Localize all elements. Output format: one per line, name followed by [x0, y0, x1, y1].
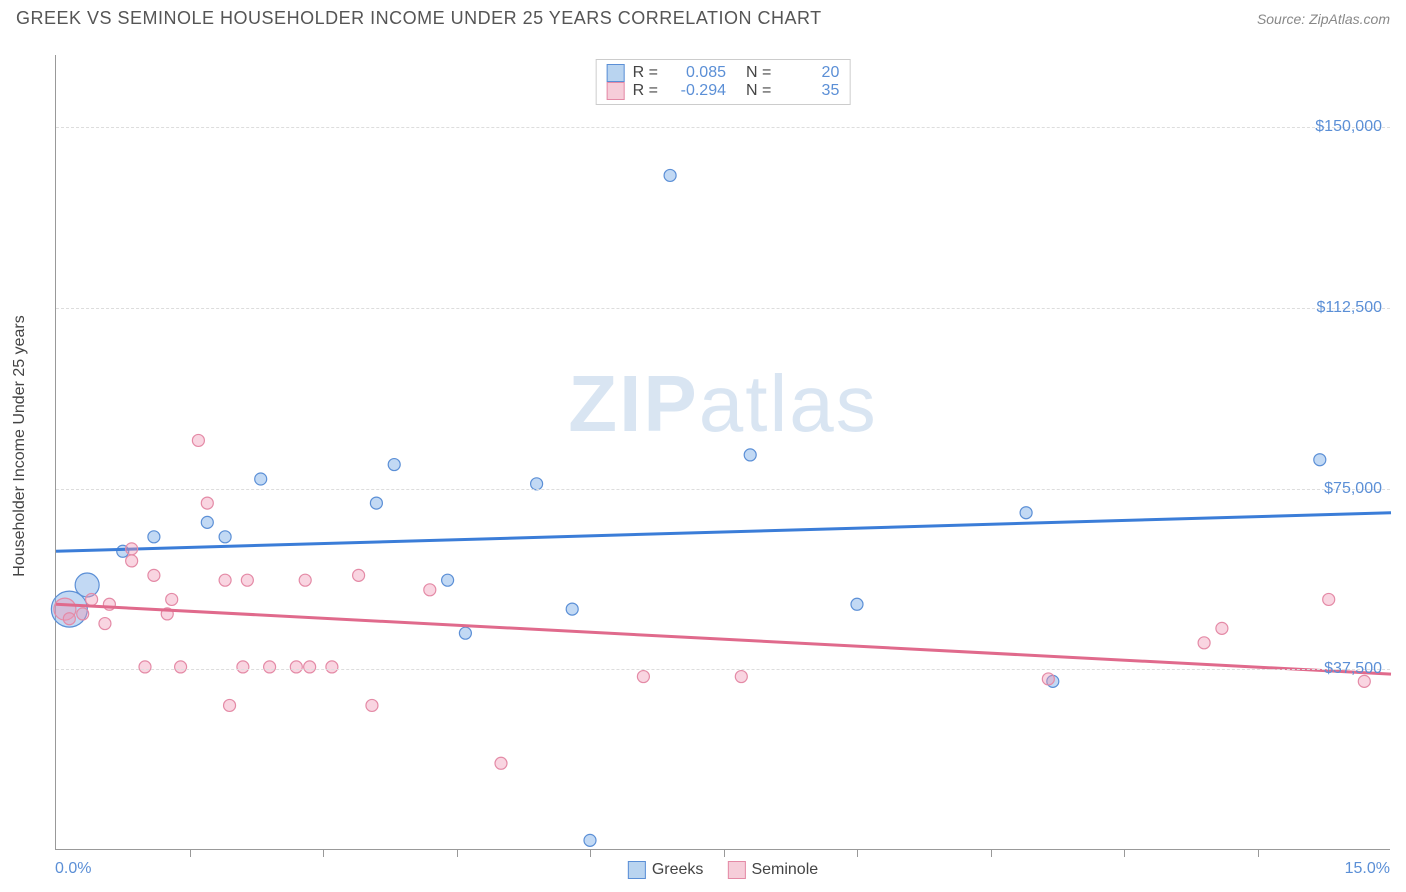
data-point[interactable] — [264, 661, 276, 673]
data-point[interactable] — [1323, 593, 1335, 605]
data-point[interactable] — [237, 661, 249, 673]
data-point[interactable] — [1314, 454, 1326, 466]
data-point[interactable] — [735, 671, 747, 683]
legend-swatch — [727, 861, 745, 879]
source-attribution: Source: ZipAtlas.com — [1257, 11, 1390, 27]
y-tick-label: $37,500 — [1324, 660, 1382, 678]
data-point[interactable] — [1216, 622, 1228, 634]
data-point[interactable] — [241, 574, 253, 586]
legend-label: Seminole — [751, 861, 818, 879]
data-point[interactable] — [219, 531, 231, 543]
y-tick-label: $112,500 — [1316, 299, 1382, 317]
x-tick — [724, 849, 725, 857]
data-point[interactable] — [353, 569, 365, 581]
legend-label: Greeks — [652, 861, 704, 879]
data-point[interactable] — [424, 584, 436, 596]
x-tick — [857, 849, 858, 857]
gridline-h — [56, 489, 1390, 490]
data-point[interactable] — [459, 627, 471, 639]
data-point[interactable] — [495, 757, 507, 769]
legend-swatch — [628, 861, 646, 879]
legend-item[interactable]: Seminole — [727, 861, 818, 879]
data-point[interactable] — [99, 618, 111, 630]
y-tick-label: $75,000 — [1324, 480, 1382, 498]
x-axis-max-label: 15.0% — [1345, 860, 1390, 878]
data-point[interactable] — [442, 574, 454, 586]
regression-line — [56, 604, 1391, 674]
legend-swatch — [607, 64, 625, 82]
x-tick — [991, 849, 992, 857]
data-point[interactable] — [744, 449, 756, 461]
legend-n-label: N = — [746, 64, 771, 82]
data-point[interactable] — [126, 543, 138, 555]
data-point[interactable] — [290, 661, 302, 673]
data-point[interactable] — [148, 569, 160, 581]
correlation-legend: R = 0.085 N = 20 R = -0.294 N = 35 — [596, 59, 851, 105]
header: GREEK VS SEMINOLE HOUSEHOLDER INCOME UND… — [0, 0, 1406, 29]
chart-title: GREEK VS SEMINOLE HOUSEHOLDER INCOME UND… — [16, 8, 822, 29]
data-point[interactable] — [1042, 673, 1054, 685]
legend-n-value: 35 — [779, 82, 839, 100]
data-point[interactable] — [86, 593, 98, 605]
y-axis-title: Householder Income Under 25 years — [11, 315, 29, 576]
legend-n-label: N = — [746, 82, 771, 100]
legend-r-label: R = — [633, 64, 658, 82]
legend-row: R = -0.294 N = 35 — [607, 82, 840, 100]
legend-swatch — [607, 82, 625, 100]
x-tick — [323, 849, 324, 857]
data-point[interactable] — [139, 661, 151, 673]
data-point[interactable] — [192, 434, 204, 446]
data-point[interactable] — [1020, 507, 1032, 519]
data-point[interactable] — [566, 603, 578, 615]
data-point[interactable] — [304, 661, 316, 673]
data-point[interactable] — [326, 661, 338, 673]
data-point[interactable] — [175, 661, 187, 673]
data-point[interactable] — [366, 699, 378, 711]
x-axis-min-label: 0.0% — [55, 860, 91, 878]
legend-row: R = 0.085 N = 20 — [607, 64, 840, 82]
legend-r-value: -0.294 — [666, 82, 726, 100]
y-tick-label: $150,000 — [1315, 118, 1382, 136]
data-point[interactable] — [664, 169, 676, 181]
data-point[interactable] — [201, 516, 213, 528]
x-tick — [190, 849, 191, 857]
data-point[interactable] — [166, 593, 178, 605]
x-tick — [590, 849, 591, 857]
plot-region: ZIPatlas R =0.085N =20R =-0.294N =35 Gre… — [55, 55, 1390, 850]
data-point[interactable] — [224, 699, 236, 711]
x-tick — [457, 849, 458, 857]
scatter-svg — [56, 55, 1391, 850]
data-point[interactable] — [126, 555, 138, 567]
data-point[interactable] — [63, 613, 75, 625]
gridline-h — [56, 127, 1390, 128]
data-point[interactable] — [851, 598, 863, 610]
data-point[interactable] — [370, 497, 382, 509]
gridline-h — [56, 308, 1390, 309]
legend-item[interactable]: Greeks — [628, 861, 704, 879]
legend-n-value: 20 — [779, 64, 839, 82]
data-point[interactable] — [299, 574, 311, 586]
data-point[interactable] — [77, 608, 89, 620]
data-point[interactable] — [1198, 637, 1210, 649]
chart-area: ZIPatlas R =0.085N =20R =-0.294N =35 Gre… — [55, 55, 1390, 850]
gridline-h — [56, 669, 1390, 670]
legend-r-label: R = — [633, 82, 658, 100]
regression-line — [56, 513, 1391, 552]
x-tick — [1124, 849, 1125, 857]
data-point[interactable] — [255, 473, 267, 485]
data-point[interactable] — [388, 459, 400, 471]
x-tick — [1258, 849, 1259, 857]
data-point[interactable] — [637, 671, 649, 683]
legend-r-value: 0.085 — [666, 64, 726, 82]
data-point[interactable] — [201, 497, 213, 509]
data-point[interactable] — [219, 574, 231, 586]
data-point[interactable] — [148, 531, 160, 543]
data-point[interactable] — [584, 834, 596, 846]
